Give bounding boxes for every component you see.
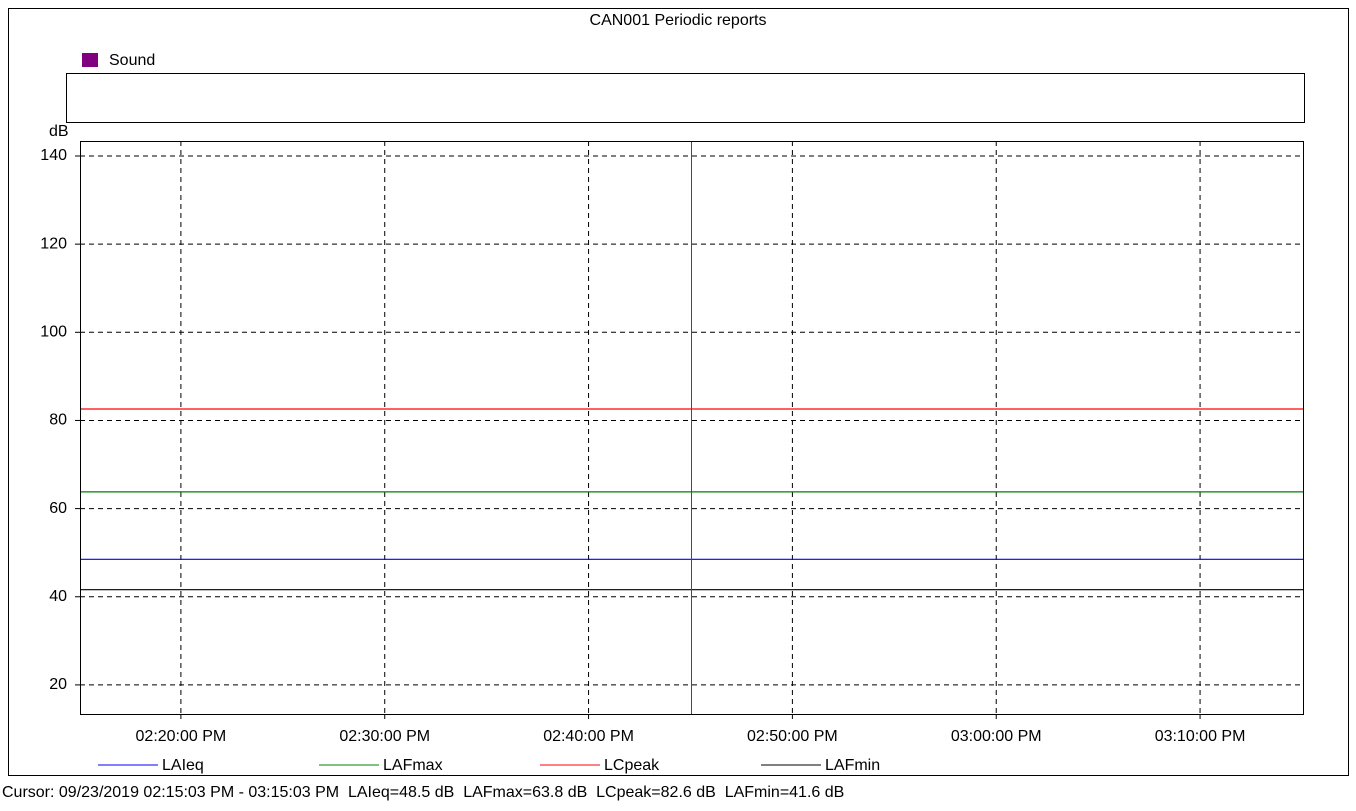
chart-title: CAN001 Periodic reports — [590, 12, 767, 29]
x-tick-label: 03:00:00 PM — [951, 728, 1042, 745]
legend-label: LAFmin — [825, 757, 880, 774]
y-tick-label: 120 — [40, 235, 67, 252]
chart-frame — [8, 8, 1349, 776]
x-tick-label: 02:50:00 PM — [747, 728, 838, 745]
status-text: Cursor: 09/23/2019 02:15:03 PM - 03:15:0… — [2, 784, 844, 801]
legend-label: LCpeak — [604, 757, 660, 774]
legend-label: LAFmax — [383, 757, 443, 774]
band-legend-swatch — [82, 53, 98, 67]
plot-frame — [80, 141, 1304, 715]
y-tick-label: 40 — [49, 588, 67, 605]
y-tick-label: 20 — [49, 676, 67, 693]
y-tick-label: 60 — [49, 500, 67, 517]
x-tick-label: 02:40:00 PM — [543, 728, 634, 745]
y-tick-label: 140 — [40, 147, 67, 164]
band-panel — [66, 73, 1305, 123]
y-tick-label: 100 — [40, 324, 67, 341]
band-legend-label: Sound — [109, 52, 155, 69]
x-tick-label: 02:30:00 PM — [339, 728, 430, 745]
legend-label: LAIeq — [162, 757, 204, 774]
y-axis-label: dB — [49, 123, 69, 140]
x-tick-label: 03:10:00 PM — [1155, 728, 1246, 745]
x-tick-label: 02:20:00 PM — [136, 728, 227, 745]
y-tick-label: 80 — [49, 412, 67, 429]
